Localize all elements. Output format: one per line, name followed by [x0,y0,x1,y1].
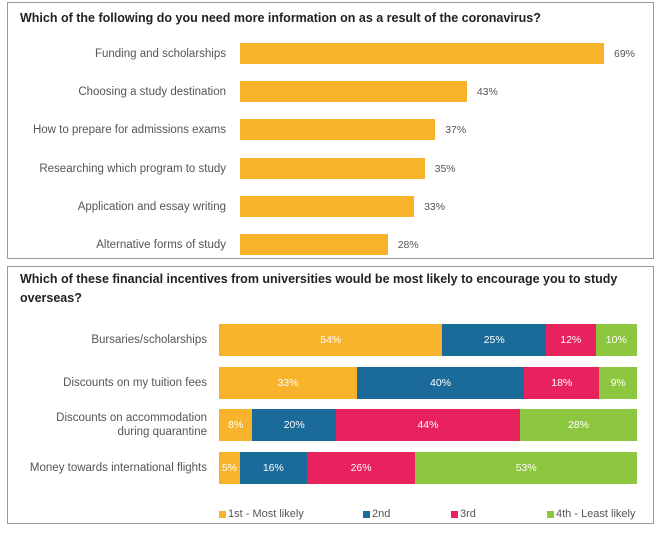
chart-2-segment-label: 20% [283,419,305,431]
chart-2-category-label: Discounts on accommodation during quarant… [56,412,207,438]
chart-1-value-label: 37% [445,124,467,137]
chart-2-bar-segment [239,451,307,484]
chart-1-bar [240,43,604,64]
chart-1-value-label: 28% [397,239,419,251]
chart-1-bar [240,234,388,255]
chart-2-category-label: Discounts on my tuition fees [63,376,207,389]
chart-1-value-label: 69% [614,48,636,60]
chart-1-panel: Which of the following do you need more … [7,2,654,259]
chart-2-segment-label: 54% [320,334,342,346]
chart-1-bar [240,119,436,141]
chart-2-segment-label: 9% [610,376,626,389]
chart-2-bar-segment [356,366,525,399]
chart-2-legend-swatch [451,511,458,518]
chart-2-segment-label: 16% [262,461,284,474]
chart-2-category-label: Bursaries/scholarships [91,334,207,346]
chart-1-title: Which of the following do you need more … [20,11,541,25]
chart-2-segment-label: 44% [417,419,439,431]
chart-1-value-label: 33% [424,200,446,213]
chart-2-segment-label: 8% [228,419,244,431]
chart-2-bar-segment [336,409,520,441]
chart-2-segment-label: 28% [567,419,589,431]
chart-2-bar-segment [219,451,240,484]
chart-2-bar-segment [219,366,357,399]
chart-1-value-label: 35% [434,162,456,175]
chart-2-bar-segment [306,451,416,484]
chart-2-legend-label: 3rd [460,508,476,520]
chart-2-category-label: Money towards international flights [29,461,207,474]
chart-2-panel: Which of these financial incentives from… [7,266,654,524]
chart-2-segment-label: 25% [483,334,505,346]
chart-1-bar [240,195,415,217]
chart-2-legend-label: 1st - Most likely [228,508,304,520]
chart-1-category-label: Funding and scholarships [94,48,226,60]
chart-2-segment-label: 53% [515,461,537,474]
chart-2-segment-label: 33% [277,376,299,389]
chart-1-bar [240,157,425,179]
chart-2-segment-label: 40% [430,376,452,389]
chart-2-legend-swatch [547,511,554,518]
chart-2-segment-label: 18% [551,376,573,389]
chart-2-legend-swatch [219,511,226,518]
chart-2-segment-label: 10% [605,334,627,346]
chart-1-category-label: Application and essay writing [77,200,226,213]
chart-1-bar [240,81,467,103]
chart-1-category-label: Researching which program to study [39,162,226,175]
chart-2-bar-segment [442,324,546,356]
chart-1-category-label: Alternative forms of study [96,239,226,251]
chart-2-legend-label: 4th - Least likely [556,508,636,520]
chart-2-bar-segment [599,366,637,399]
chart-2-legend-label: 2nd [372,508,391,520]
chart-2-bar-segment [524,366,600,399]
chart-2-bar-segment [219,409,253,441]
chart-2-bar-segment [415,451,637,484]
chart-1-category-label: Choosing a study destination [78,86,226,99]
chart-1-category-label: How to prepare for admissions exams [32,124,226,137]
chart-1-value-label: 43% [476,86,498,99]
chart-2-bar-segment [545,324,596,356]
chart-2-bar-segment [252,409,337,441]
chart-2-bar-segment [595,324,637,356]
chart-2-segment-label: 5% [221,461,238,474]
chart-2-title: Which of these financial incentives from… [20,272,618,305]
chart-2-bar-segment [519,409,637,441]
chart-2-segment-label: 12% [560,334,582,346]
chart-2-bar-segment [219,324,443,356]
chart-2-legend-swatch [363,511,370,518]
chart-2-segment-label: 26% [350,461,372,474]
